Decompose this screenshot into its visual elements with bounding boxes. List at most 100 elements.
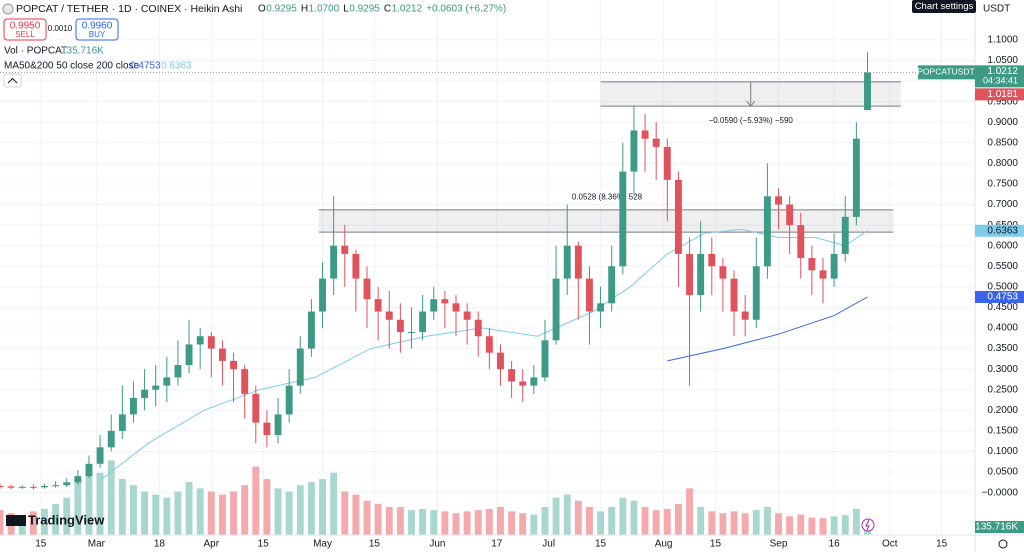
candle-body xyxy=(152,385,160,390)
candle-body xyxy=(652,138,660,147)
x-tick-label: 15 xyxy=(369,539,381,550)
volume-bar xyxy=(441,511,449,535)
ma200-legend-value: 0.4753 xyxy=(130,61,161,72)
buy-price: 0.9960 xyxy=(82,21,113,32)
range-arrowhead xyxy=(746,100,756,107)
candle-body xyxy=(263,422,271,435)
candle-body xyxy=(218,348,226,361)
x-tick-label: 17 xyxy=(491,539,503,550)
candle-body xyxy=(185,344,193,366)
candle-body xyxy=(396,319,404,333)
candle-body xyxy=(41,486,48,488)
candle-body xyxy=(674,179,682,254)
candle-body xyxy=(107,430,115,448)
y-tick-label: 0.2500 xyxy=(987,384,1018,395)
volume-bar xyxy=(830,516,838,535)
candle-body xyxy=(819,270,827,279)
volume-bar xyxy=(396,507,404,535)
symbol-box xyxy=(918,65,975,80)
buy-button[interactable] xyxy=(75,18,119,41)
ma-layer xyxy=(99,228,868,481)
volume-bar xyxy=(786,516,794,535)
volume-bar xyxy=(775,513,782,535)
ma-price-label: 0.6363 xyxy=(987,225,1018,236)
volume-label: 135.716K xyxy=(975,522,1018,533)
volume-bar xyxy=(541,507,549,535)
x-tick-label: 18 xyxy=(154,539,166,550)
x-tick-label: 15 xyxy=(595,539,607,550)
currency[interactable]: USDT xyxy=(983,4,1010,15)
volume-bar xyxy=(29,511,37,535)
candle-body xyxy=(852,138,860,217)
sell-button[interactable] xyxy=(3,18,47,41)
collapse-button[interactable] xyxy=(3,73,22,88)
volume-bar xyxy=(218,494,226,535)
candle-body xyxy=(374,299,382,312)
volume-bar xyxy=(152,494,160,535)
volume-bar xyxy=(174,491,182,535)
candle-body xyxy=(608,266,616,304)
price-label: 1.0212 xyxy=(987,66,1018,77)
y-tick-label: −0.0000 xyxy=(982,487,1019,498)
ohlc-key: C xyxy=(384,4,391,15)
bid-label: 1.0181 xyxy=(987,89,1018,100)
volume-bar xyxy=(708,511,716,535)
volume-bar xyxy=(285,491,293,535)
volume-bar xyxy=(352,494,360,535)
x-tick-label: 15 xyxy=(258,539,270,550)
range-box xyxy=(318,209,894,233)
volume-bar xyxy=(686,488,693,535)
volume-bar xyxy=(419,508,427,535)
volume-bar xyxy=(85,466,93,535)
ma-legend: MA50&200 50 close 200 close xyxy=(4,61,140,72)
volume-bar xyxy=(163,497,171,535)
candle-body xyxy=(285,385,293,415)
volume-bar xyxy=(797,514,805,535)
collapse-icon xyxy=(7,77,18,84)
volume-bar xyxy=(763,507,771,535)
candle-body xyxy=(630,130,638,172)
volume-bar xyxy=(185,482,193,535)
x-tick-label: May xyxy=(313,539,332,550)
volume-box xyxy=(975,521,1024,533)
candle-body xyxy=(508,369,516,382)
candle-body xyxy=(497,352,504,370)
candle-body xyxy=(641,130,649,139)
ohlc-value: +0.0603 (+6.27%) xyxy=(426,4,506,15)
volume-bar xyxy=(452,513,460,535)
candle-body xyxy=(541,340,549,378)
settings-gear[interactable] xyxy=(998,539,1008,549)
candle-body xyxy=(230,360,238,370)
candle-body xyxy=(474,319,482,337)
candle-body xyxy=(341,245,349,254)
candles-layer xyxy=(0,52,871,490)
candle-body xyxy=(730,278,738,312)
y-tick-label: 1.0500 xyxy=(987,55,1018,66)
volume-bar xyxy=(652,510,660,535)
ma-price-label: 0.4753 xyxy=(987,292,1018,303)
volume-bar xyxy=(307,482,315,535)
candle-body xyxy=(452,303,460,312)
x-tick-label: 15 xyxy=(936,539,948,550)
buy-label: BUY xyxy=(89,30,106,39)
candle-body xyxy=(352,253,360,279)
candle-body xyxy=(697,253,705,296)
candle-body xyxy=(330,245,338,279)
candle-body xyxy=(385,311,393,320)
volume-bar xyxy=(752,510,760,535)
symbol-label: POPCATUSDT xyxy=(917,67,974,77)
events-icon[interactable] xyxy=(861,518,875,532)
y-tick-label: 0.6000 xyxy=(987,240,1018,251)
candle-body xyxy=(7,486,15,488)
y-tick-label: 0.4000 xyxy=(987,323,1018,334)
volume-bar xyxy=(630,500,638,535)
candle-body xyxy=(141,389,149,398)
volume-bar xyxy=(330,472,338,535)
volume-bar xyxy=(252,466,260,535)
x-tick-label: Jun xyxy=(429,539,445,550)
bid-box xyxy=(975,88,1024,101)
y-tick-label: 0.2000 xyxy=(987,405,1018,416)
candle-body xyxy=(274,414,282,435)
